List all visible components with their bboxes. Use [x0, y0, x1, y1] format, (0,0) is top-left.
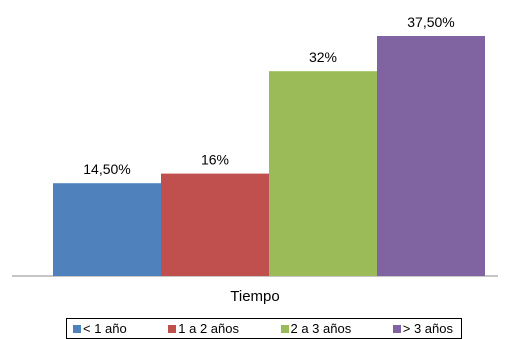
bar-lt-1 — [53, 183, 161, 276]
data-label-gt-3: 37,50% — [407, 14, 454, 30]
legend-item-gt-3: > 3 años — [392, 321, 453, 336]
legend-swatch — [168, 324, 177, 333]
legend-item-lt-1: < 1 año — [73, 321, 127, 336]
bar-1-2 — [161, 173, 269, 276]
x-axis-label: Tiempo — [230, 288, 280, 305]
legend-label: 2 a 3 años — [290, 321, 352, 336]
legend-label: 1 a 2 años — [178, 321, 239, 336]
data-label-2-3: 32% — [309, 49, 337, 65]
bar-chart: 14,50% 16% 32% 37,50% — [12, 14, 498, 277]
legend-swatch — [280, 324, 289, 333]
legend-label: > 3 años — [402, 321, 453, 336]
bar-gt-3 — [377, 36, 485, 276]
legend-swatch — [392, 324, 401, 333]
legend-item-1-2: 1 a 2 años — [168, 321, 239, 336]
legend-item-2-3: 2 a 3 años — [280, 321, 352, 336]
data-label-1-2: 16% — [201, 152, 229, 168]
data-label-lt-1: 14,50% — [83, 161, 130, 177]
bar-2-3 — [269, 71, 377, 276]
legend: < 1 año 1 a 2 años 2 a 3 años > 3 años — [66, 318, 462, 339]
legend-label: < 1 año — [83, 321, 127, 336]
legend-swatch — [73, 324, 81, 333]
